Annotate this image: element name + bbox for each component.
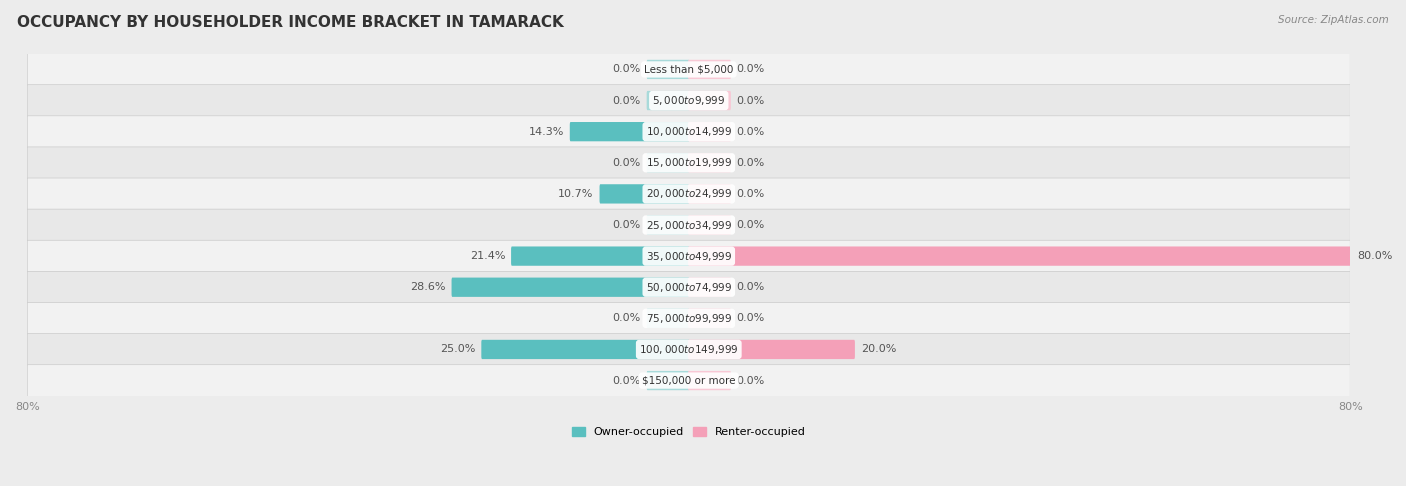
Text: $35,000 to $49,999: $35,000 to $49,999 [645, 250, 733, 262]
FancyBboxPatch shape [688, 60, 731, 79]
FancyBboxPatch shape [647, 60, 689, 79]
Text: 0.0%: 0.0% [613, 220, 641, 230]
FancyBboxPatch shape [569, 122, 689, 141]
Text: $5,000 to $9,999: $5,000 to $9,999 [652, 94, 725, 107]
Text: 0.0%: 0.0% [737, 158, 765, 168]
Text: $15,000 to $19,999: $15,000 to $19,999 [645, 156, 733, 169]
Text: 0.0%: 0.0% [613, 313, 641, 323]
FancyBboxPatch shape [688, 246, 1351, 266]
FancyBboxPatch shape [688, 371, 731, 390]
FancyBboxPatch shape [688, 153, 731, 173]
FancyBboxPatch shape [27, 116, 1350, 148]
FancyBboxPatch shape [27, 147, 1350, 179]
FancyBboxPatch shape [27, 178, 1350, 210]
FancyBboxPatch shape [688, 215, 731, 235]
Text: OCCUPANCY BY HOUSEHOLDER INCOME BRACKET IN TAMARACK: OCCUPANCY BY HOUSEHOLDER INCOME BRACKET … [17, 15, 564, 30]
Text: 25.0%: 25.0% [440, 345, 475, 354]
FancyBboxPatch shape [647, 309, 689, 328]
Text: Less than $5,000: Less than $5,000 [644, 65, 734, 74]
Legend: Owner-occupied, Renter-occupied: Owner-occupied, Renter-occupied [567, 422, 810, 442]
FancyBboxPatch shape [512, 246, 689, 266]
Text: 0.0%: 0.0% [737, 376, 765, 385]
Text: 0.0%: 0.0% [737, 189, 765, 199]
FancyBboxPatch shape [688, 91, 731, 110]
Text: 0.0%: 0.0% [737, 313, 765, 323]
FancyBboxPatch shape [481, 340, 689, 359]
Text: 0.0%: 0.0% [737, 220, 765, 230]
FancyBboxPatch shape [688, 278, 731, 297]
Text: 0.0%: 0.0% [737, 282, 765, 292]
FancyBboxPatch shape [688, 184, 731, 204]
FancyBboxPatch shape [451, 278, 689, 297]
Text: $20,000 to $24,999: $20,000 to $24,999 [645, 188, 733, 200]
FancyBboxPatch shape [688, 122, 731, 141]
Text: $50,000 to $74,999: $50,000 to $74,999 [645, 281, 733, 294]
FancyBboxPatch shape [27, 85, 1350, 117]
FancyBboxPatch shape [27, 364, 1350, 397]
Text: 14.3%: 14.3% [529, 127, 564, 137]
Text: 0.0%: 0.0% [613, 158, 641, 168]
FancyBboxPatch shape [27, 240, 1350, 272]
Text: 0.0%: 0.0% [613, 65, 641, 74]
FancyBboxPatch shape [27, 333, 1350, 365]
FancyBboxPatch shape [27, 53, 1350, 86]
Text: 0.0%: 0.0% [613, 376, 641, 385]
FancyBboxPatch shape [688, 340, 855, 359]
Text: 10.7%: 10.7% [558, 189, 593, 199]
Text: 28.6%: 28.6% [411, 282, 446, 292]
Text: $25,000 to $34,999: $25,000 to $34,999 [645, 219, 733, 231]
Text: 0.0%: 0.0% [737, 65, 765, 74]
FancyBboxPatch shape [647, 153, 689, 173]
Text: 0.0%: 0.0% [737, 127, 765, 137]
Text: 20.0%: 20.0% [860, 345, 896, 354]
FancyBboxPatch shape [599, 184, 689, 204]
Text: 21.4%: 21.4% [470, 251, 505, 261]
FancyBboxPatch shape [647, 215, 689, 235]
FancyBboxPatch shape [688, 309, 731, 328]
FancyBboxPatch shape [647, 371, 689, 390]
Text: Source: ZipAtlas.com: Source: ZipAtlas.com [1278, 15, 1389, 25]
Text: $10,000 to $14,999: $10,000 to $14,999 [645, 125, 733, 138]
FancyBboxPatch shape [27, 302, 1350, 334]
Text: 0.0%: 0.0% [737, 96, 765, 105]
Text: $100,000 to $149,999: $100,000 to $149,999 [638, 343, 738, 356]
FancyBboxPatch shape [27, 209, 1350, 241]
Text: 80.0%: 80.0% [1357, 251, 1392, 261]
FancyBboxPatch shape [27, 271, 1350, 303]
FancyBboxPatch shape [647, 91, 689, 110]
Text: 0.0%: 0.0% [613, 96, 641, 105]
Text: $150,000 or more: $150,000 or more [643, 376, 735, 385]
Text: $75,000 to $99,999: $75,000 to $99,999 [645, 312, 733, 325]
